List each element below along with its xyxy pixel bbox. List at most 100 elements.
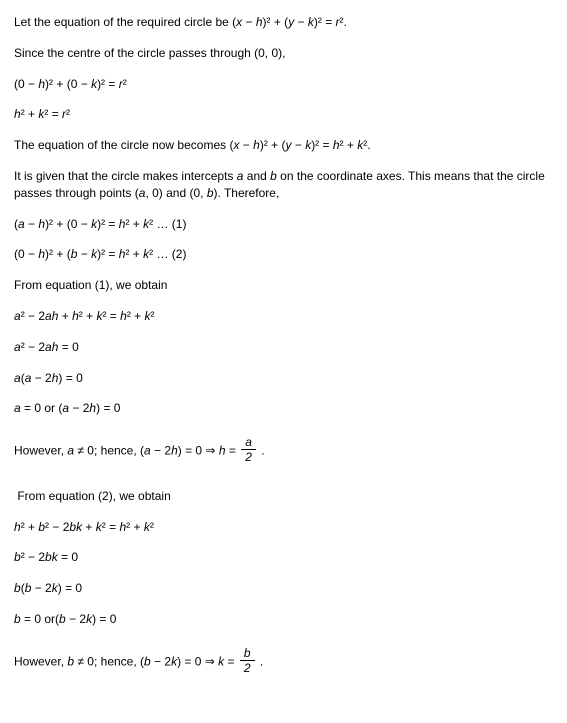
var-a: a [14, 371, 21, 385]
text: ) = 0 [58, 581, 82, 595]
text: − 2 [151, 654, 171, 668]
line-10: a² − 2ah + h² + k² = h² + k² [14, 308, 553, 325]
text: − [242, 15, 256, 29]
text: From equation (2), we obtain [17, 489, 170, 503]
var-b: b [270, 169, 277, 183]
var-b: b [59, 612, 66, 626]
text: ². [363, 138, 370, 152]
var-h: h [171, 444, 178, 458]
text: )² + ( [45, 247, 71, 261]
text: − [77, 247, 91, 261]
text: However, [14, 444, 67, 458]
line-9: From equation (1), we obtain [14, 277, 553, 294]
line-13: a = 0 or (a − 2h) = 0 [14, 400, 553, 417]
var-ah: ah [45, 340, 58, 354]
text: It is given that the circle makes interc… [14, 169, 237, 183]
text: − 2 [31, 581, 51, 595]
var-b: b [14, 612, 21, 626]
var-b: b [144, 654, 151, 668]
text: − 2 [66, 612, 86, 626]
text: ² + [125, 217, 143, 231]
text: ² … (2) [149, 247, 186, 261]
line-12: a(a − 2h) = 0 [14, 370, 553, 387]
text: )² = [314, 15, 336, 29]
line-5: The equation of the circle now becomes (… [14, 137, 553, 154]
line-19: b = 0 or(b − 2k) = 0 [14, 611, 553, 628]
text: ² − 2 [21, 340, 45, 354]
text: ) = 0 ⇒ [178, 444, 219, 458]
line-3: (0 − h)² + (0 − k)² = r² [14, 76, 553, 93]
var-a: a [14, 309, 21, 323]
var-h: h [14, 107, 21, 121]
text: The equation of the circle now becomes ( [14, 138, 233, 152]
text: − [239, 138, 253, 152]
text: + [82, 520, 96, 534]
var-a: a [14, 401, 21, 415]
text: ) = 0 [96, 401, 120, 415]
text: ² + [127, 309, 145, 323]
text: ² + [79, 309, 97, 323]
text: ² [150, 520, 154, 534]
text: ². [340, 15, 347, 29]
text: )² + ( [263, 15, 289, 29]
text: ² + [125, 247, 143, 261]
text: = 0 or( [21, 612, 59, 626]
text: ² [150, 309, 154, 323]
text: = 0 [58, 550, 78, 564]
text: )² + (0 − [45, 217, 91, 231]
text: − [294, 15, 308, 29]
line-15: From equation (2), we obtain [14, 488, 553, 505]
text: )² + ( [260, 138, 286, 152]
text: . [258, 444, 265, 458]
text: ² − 2 [21, 309, 45, 323]
text: ≠ 0; hence, ( [74, 444, 144, 458]
var-h: h [333, 138, 340, 152]
line-7: (a − h)² + (0 − k)² = h² + k² … (1) [14, 216, 553, 233]
text: − 2 [69, 401, 89, 415]
text: ) = 0 [58, 371, 82, 385]
text: = 0 or ( [21, 401, 63, 415]
text: ² − 2 [21, 550, 45, 564]
line-16: h² + b² − 2bk + k² = h² + k² [14, 519, 553, 536]
var-h: h [253, 138, 260, 152]
line-8: (0 − h)² + (b − k)² = h² + k² … (2) [14, 246, 553, 263]
line-1: Let the equation of the required circle … [14, 14, 553, 31]
text: − [25, 217, 39, 231]
line-20: However, b ≠ 0; hence, (b − 2k) = 0 ⇒ k … [14, 648, 553, 677]
text: = 0 [58, 340, 78, 354]
text: (0 − [14, 247, 38, 261]
text: )² = [97, 247, 119, 261]
var-h: h [120, 309, 127, 323]
var-h: h [14, 520, 21, 534]
var-b: b [14, 581, 21, 595]
var-h: h [72, 309, 79, 323]
line-4: h² + k² = r² [14, 106, 553, 123]
text: ² = [44, 107, 62, 121]
text: ² − 2 [45, 520, 69, 534]
text: − [292, 138, 306, 152]
fraction-b-over-2: b2 [240, 647, 255, 676]
text: )² + (0 − [45, 77, 91, 91]
text: ² = [102, 520, 120, 534]
text: )² = [97, 217, 119, 231]
var-bk: bk [45, 550, 58, 564]
var-a: a [14, 340, 21, 354]
text: + [58, 309, 72, 323]
text: (0 − [14, 77, 38, 91]
text: ² + [126, 520, 144, 534]
numerator: a [241, 436, 256, 450]
line-11: a² − 2ah = 0 [14, 339, 553, 356]
var-a: a [144, 444, 151, 458]
text: )² = [311, 138, 333, 152]
var-ah: ah [45, 309, 58, 323]
text: ² = [102, 309, 120, 323]
text: ² … (1) [149, 217, 186, 231]
line-18: b(b − 2k) = 0 [14, 580, 553, 597]
text: − 2 [151, 444, 171, 458]
text: ≠ 0; hence, ( [74, 654, 144, 668]
var-b: b [207, 186, 214, 200]
text: ² [66, 107, 70, 121]
var-bk: bk [69, 520, 82, 534]
line-14: However, a ≠ 0; hence, (a − 2h) = 0 ⇒ h … [14, 437, 553, 466]
text: − 2 [31, 371, 51, 385]
